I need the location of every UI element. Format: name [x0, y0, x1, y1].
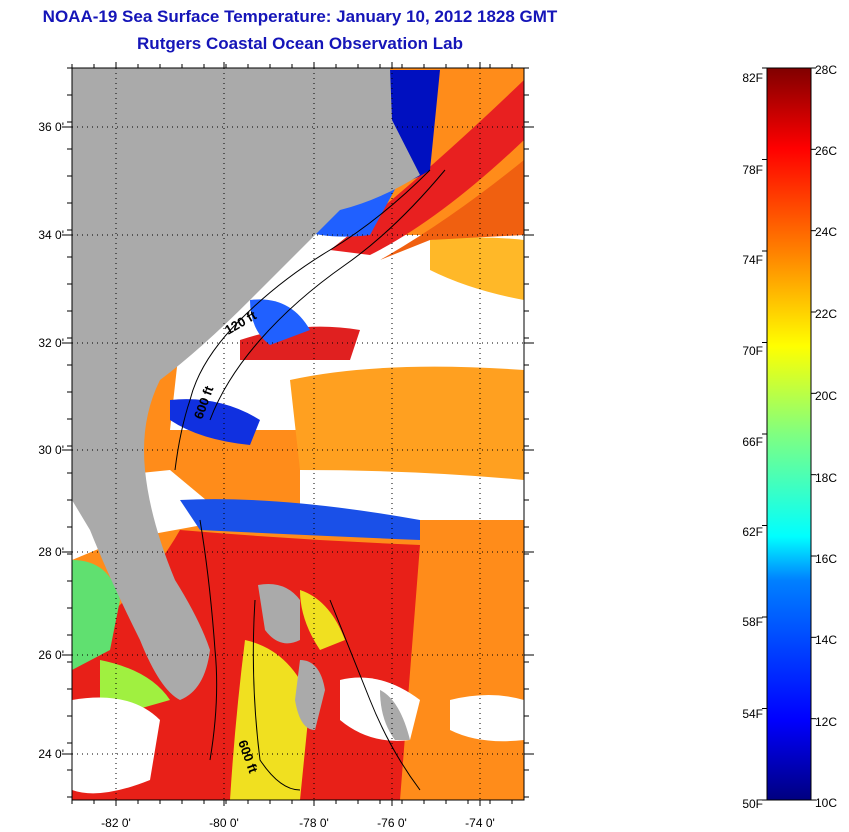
colorbar-c-label: 20C [815, 389, 837, 403]
lat-label: 36 0' [38, 120, 64, 134]
graticule [72, 68, 524, 800]
sst-image [72, 68, 524, 800]
lat-label: 28 0' [38, 545, 64, 559]
colorbar-c-label: 10C [815, 796, 837, 810]
lat-label: 32 0' [38, 336, 64, 350]
lon-label: -74 0' [465, 816, 495, 830]
land-mass [72, 68, 420, 700]
lon-label: -82 0' [101, 816, 131, 830]
temperature-colorbar [766, 67, 812, 801]
map-frame [71, 67, 525, 801]
colorbar-c-label: 24C [815, 225, 837, 239]
map-subtitle: Rutgers Coastal Ocean Observation Lab [137, 34, 463, 53]
lat-label: 30 0' [38, 443, 64, 457]
lat-label: 26 0' [38, 648, 64, 662]
colorbar-f-label: 70F [742, 344, 763, 358]
colorbar-f-label: 62F [742, 525, 763, 539]
colorbar-f-label: 74F [742, 253, 763, 267]
colorbar-c-label: 28C [815, 63, 837, 77]
colorbar-c-label: 18C [815, 471, 837, 485]
colorbar-c-label: 22C [815, 307, 837, 321]
colorbar-c-label: 14C [815, 633, 837, 647]
colorbar-c-label: 16C [815, 552, 837, 566]
lon-label: -78 0' [299, 816, 329, 830]
colorbar-c-label: 26C [815, 144, 837, 158]
lat-label: 24 0' [38, 747, 64, 761]
lon-label: -80 0' [209, 816, 239, 830]
colorbar-f-label: 66F [742, 435, 763, 449]
colorbar-f-label: 54F [742, 707, 763, 721]
map-title: NOAA-19 Sea Surface Temperature: January… [42, 7, 558, 26]
bahamas-bank [230, 640, 310, 800]
colorbar-c-label: 12C [815, 715, 837, 729]
lat-label: 34 0' [38, 228, 64, 242]
colorbar-f-label: 78F [742, 163, 763, 177]
colorbar-f-label: 58F [742, 615, 763, 629]
colorbar-ticks [762, 67, 816, 801]
lon-label: -76 0' [377, 816, 407, 830]
axis-ticks [62, 62, 534, 806]
depth-contour-120ft [174, 169, 431, 471]
colorbar-f-label: 82F [742, 71, 763, 85]
colorbar-f-label: 50F [742, 797, 763, 811]
